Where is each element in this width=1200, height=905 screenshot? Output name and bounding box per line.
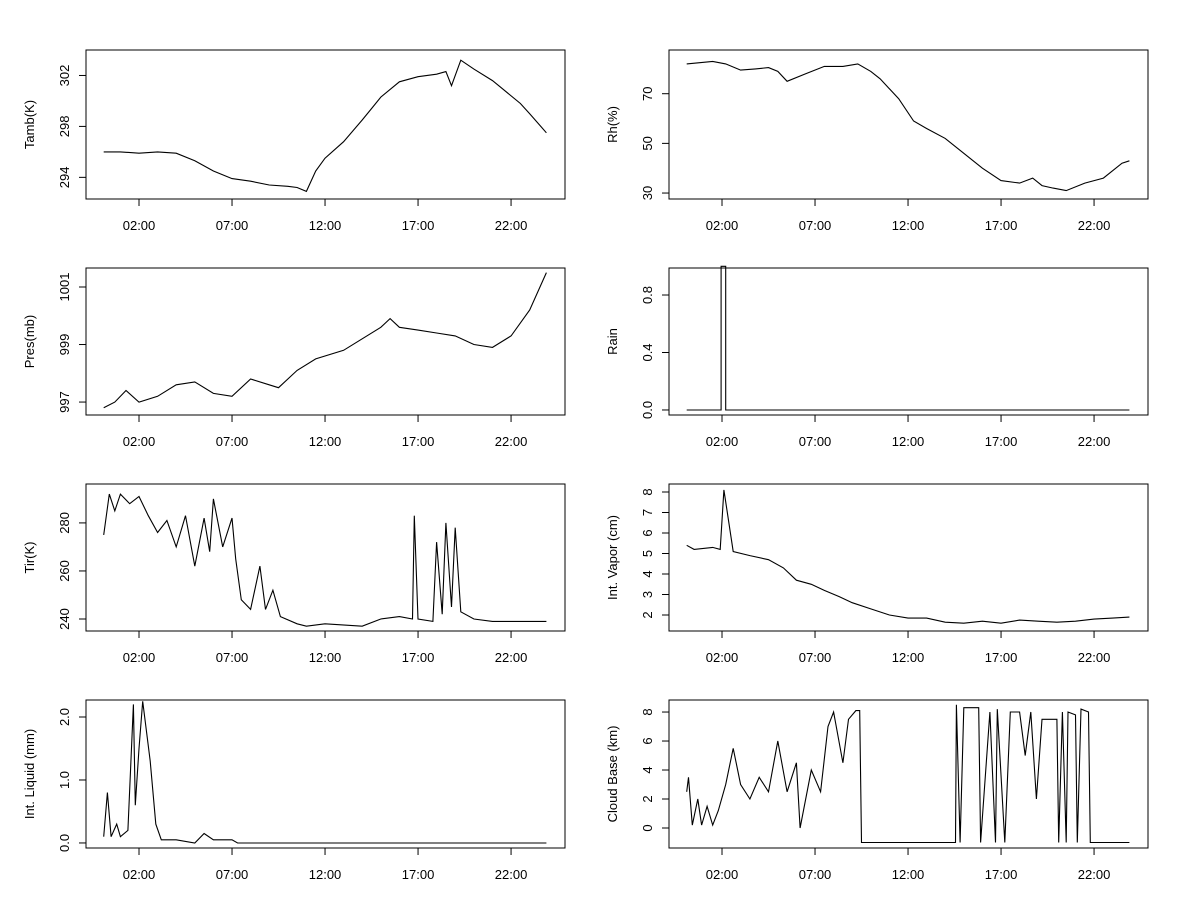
y-axis-label: Rh(%) (605, 106, 620, 143)
x-tick-label: 07:00 (216, 650, 249, 665)
y-tick-label: 7 (640, 509, 655, 516)
x-tick-label: 17:00 (402, 218, 435, 233)
x-tick-label: 07:00 (799, 867, 832, 882)
y-axis-label: Pres(mb) (22, 315, 37, 368)
series-line (103, 272, 547, 409)
x-tick-label: 02:00 (123, 218, 156, 233)
y-tick-label: 3 (640, 591, 655, 598)
plot-frame (85, 267, 566, 416)
x-tick-label: 22:00 (1078, 650, 1111, 665)
series-line (103, 493, 547, 627)
y-tick-label: 0 (640, 824, 655, 831)
y-tick-label: 8 (640, 488, 655, 495)
x-tick-label: 07:00 (216, 867, 249, 882)
y-tick-label: 50 (640, 136, 655, 150)
x-tick-label: 22:00 (1078, 434, 1111, 449)
y-tick-label: 2 (640, 611, 655, 618)
series-line (686, 489, 1130, 624)
x-tick-label: 12:00 (892, 434, 925, 449)
y-tick-label: 1001 (57, 273, 72, 302)
y-tick-label: 2.0 (57, 708, 72, 726)
y-tick-label: 240 (57, 608, 72, 630)
y-axis-label: Int. Vapor (cm) (605, 515, 620, 600)
x-tick-label: 17:00 (985, 650, 1018, 665)
series-line (686, 60, 1130, 192)
series-line (103, 701, 547, 844)
y-tick-label: 2 (640, 795, 655, 802)
y-tick-label: 5 (640, 550, 655, 557)
x-tick-label: 17:00 (402, 434, 435, 449)
plot-frame (668, 483, 1149, 632)
y-axis-label: Tir(K) (22, 541, 37, 573)
x-tick-label: 12:00 (309, 218, 342, 233)
y-tick-label: 260 (57, 560, 72, 582)
plot-frame (85, 49, 566, 200)
x-tick-label: 22:00 (495, 650, 528, 665)
plot-frame (85, 699, 566, 849)
x-tick-label: 12:00 (892, 867, 925, 882)
x-tick-label: 07:00 (799, 650, 832, 665)
x-tick-label: 07:00 (799, 218, 832, 233)
y-tick-label: 0.4 (640, 343, 655, 361)
x-tick-label: 22:00 (495, 434, 528, 449)
y-tick-label: 1.0 (57, 771, 72, 789)
x-tick-label: 02:00 (706, 650, 739, 665)
x-tick-label: 02:00 (706, 218, 739, 233)
x-tick-label: 07:00 (216, 434, 249, 449)
y-tick-label: 6 (640, 737, 655, 744)
x-tick-label: 12:00 (309, 650, 342, 665)
y-tick-label: 997 (57, 391, 72, 413)
y-tick-label: 298 (57, 116, 72, 138)
x-tick-label: 17:00 (402, 650, 435, 665)
series-line (686, 265, 1130, 411)
y-tick-label: 294 (57, 166, 72, 188)
plot-frame (668, 267, 1149, 416)
x-tick-label: 17:00 (402, 867, 435, 882)
y-tick-label: 280 (57, 512, 72, 534)
series-line (686, 704, 1130, 844)
y-tick-label: 0.0 (57, 834, 72, 852)
y-tick-label: 0.8 (640, 286, 655, 304)
x-tick-label: 07:00 (216, 218, 249, 233)
series-line (103, 59, 547, 193)
y-tick-label: 302 (57, 65, 72, 87)
x-tick-label: 17:00 (985, 434, 1018, 449)
x-tick-label: 22:00 (1078, 867, 1111, 882)
y-tick-label: 70 (640, 86, 655, 100)
x-tick-label: 17:00 (985, 218, 1018, 233)
x-tick-label: 07:00 (799, 434, 832, 449)
y-axis-label: Rain (605, 328, 620, 355)
x-tick-label: 12:00 (892, 218, 925, 233)
x-tick-label: 02:00 (706, 434, 739, 449)
x-tick-label: 17:00 (985, 867, 1018, 882)
x-tick-label: 22:00 (495, 867, 528, 882)
x-tick-label: 12:00 (892, 650, 925, 665)
x-tick-label: 12:00 (309, 434, 342, 449)
y-tick-label: 4 (640, 570, 655, 577)
y-tick-label: 6 (640, 529, 655, 536)
plot-frame (85, 483, 566, 632)
y-axis-label: Int. Liquid (mm) (22, 729, 37, 819)
x-tick-label: 02:00 (706, 867, 739, 882)
y-tick-label: 30 (640, 186, 655, 200)
x-tick-label: 02:00 (123, 650, 156, 665)
y-tick-label: 4 (640, 766, 655, 773)
x-tick-label: 12:00 (309, 867, 342, 882)
y-axis-label: Cloud Base (km) (605, 726, 620, 823)
x-tick-label: 02:00 (123, 867, 156, 882)
y-axis-label: Tamb(K) (22, 100, 37, 149)
x-tick-label: 02:00 (123, 434, 156, 449)
y-tick-label: 8 (640, 708, 655, 715)
y-tick-label: 999 (57, 334, 72, 356)
x-tick-label: 22:00 (495, 218, 528, 233)
plot-frame (668, 49, 1149, 200)
y-tick-label: 0.0 (640, 401, 655, 419)
x-tick-label: 22:00 (1078, 218, 1111, 233)
